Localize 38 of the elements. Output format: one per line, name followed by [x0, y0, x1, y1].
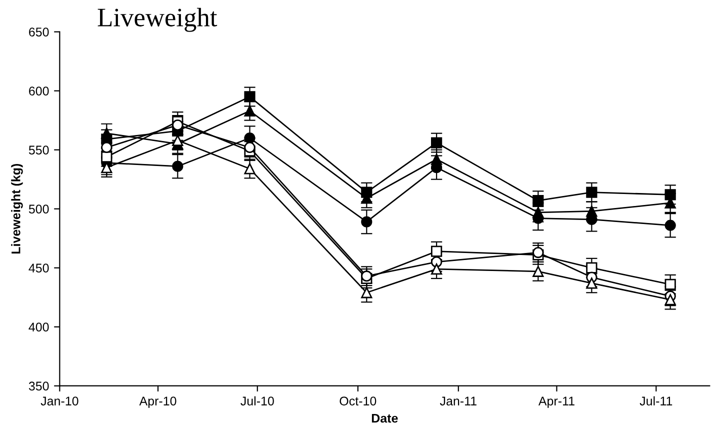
y-tick-label: 550	[28, 146, 49, 154]
point	[664, 294, 676, 306]
point	[431, 246, 442, 257]
x-tick-label: Jan-10	[40, 396, 78, 406]
point	[244, 142, 256, 154]
x-tick-label: Apr-10	[139, 396, 176, 408]
point	[532, 246, 544, 258]
point	[172, 120, 184, 131]
x-axis-title: Date	[372, 414, 398, 423]
point	[101, 151, 112, 162]
point	[172, 160, 184, 172]
x-tick-label: Jul-10	[240, 396, 274, 406]
y-tick-label: 650	[29, 28, 49, 36]
point	[532, 212, 544, 224]
point	[431, 263, 442, 275]
point	[586, 262, 598, 274]
point	[244, 91, 256, 102]
x-tick-label: Jul-11	[640, 396, 672, 406]
chart-title: Liveweight	[98, 8, 218, 32]
y-tick-label: 500	[28, 204, 49, 214]
point	[361, 216, 372, 228]
point	[244, 163, 256, 174]
y-tick-label: 450	[28, 264, 49, 273]
point	[664, 220, 676, 231]
y-tick-label: 400	[28, 322, 49, 332]
y-tick-label: 600	[29, 86, 49, 96]
y-axis-title: Liveweight (kg)	[11, 164, 23, 254]
point	[532, 195, 544, 206]
x-tick-label: Jan-11	[440, 396, 476, 406]
x-tick-label: Apr-11	[538, 396, 574, 408]
point	[244, 132, 256, 144]
y-tick-label: 350	[28, 382, 49, 391]
point	[244, 105, 256, 116]
point	[664, 189, 676, 200]
x-tick-label: Oct-10	[340, 396, 376, 406]
point	[664, 278, 676, 290]
point	[586, 278, 598, 289]
point	[586, 186, 598, 198]
